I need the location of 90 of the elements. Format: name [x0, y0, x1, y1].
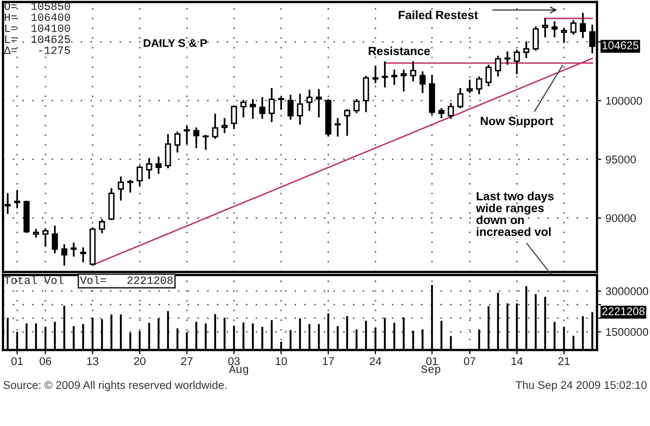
candlestick — [457, 88, 464, 108]
candlestick — [410, 61, 416, 82]
candlestick — [127, 180, 134, 193]
candlestick — [560, 28, 568, 43]
text: Thu Sep 24 2009 15:02:10 — [516, 380, 647, 392]
text: 2221208 — [602, 307, 645, 316]
candlestick — [344, 109, 350, 136]
candlestick — [222, 118, 228, 134]
x-tick-label: 24 — [370, 357, 382, 365]
text: 104625 — [602, 41, 638, 50]
annotation: L= 104625 — [5, 35, 70, 43]
candlestick — [448, 103, 454, 119]
x-tick-label: 13 — [87, 357, 98, 366]
candlestick — [118, 176, 124, 201]
candlestick — [486, 64, 492, 86]
candlestick — [42, 228, 48, 247]
annotation: L= 104100 — [5, 24, 70, 32]
candlestick — [552, 21, 558, 38]
x-tick-label: 06 — [40, 357, 52, 366]
x-tick-label: 07 — [464, 357, 476, 366]
candlestick — [156, 156, 162, 174]
annotation: H= 106400 — [4, 13, 70, 21]
candlestick — [288, 94, 294, 120]
y-tick-label: 100000 — [606, 96, 642, 105]
annotation: Now Support — [480, 116, 554, 128]
candlestick — [70, 242, 77, 257]
text: Sep — [421, 365, 440, 376]
candlestick — [230, 106, 238, 130]
candlestick — [514, 50, 520, 74]
candlestick — [278, 96, 284, 110]
y-tick-label: 90000 — [606, 214, 636, 222]
y-tick-label: 1500000 — [606, 328, 648, 336]
candlestick — [202, 134, 209, 150]
candlestick — [523, 41, 530, 58]
candlestick — [494, 56, 502, 76]
annotation: Last two days wide ranges down on increased vol — [476, 192, 554, 236]
annotation: Vol= 2221208 — [80, 276, 173, 284]
text: Aug — [229, 366, 248, 376]
candlestick — [334, 118, 341, 137]
candlestick — [372, 66, 378, 84]
candlestick — [193, 127, 200, 148]
x-tick-label: 20 — [134, 357, 146, 366]
x-tick-label: 21 — [558, 357, 570, 365]
x-tick-label: 01 — [426, 357, 438, 366]
candlestick — [146, 158, 152, 179]
text: DAILY S & P — [144, 39, 207, 47]
y-tick-label: 3000000 — [606, 287, 648, 296]
candlestick — [382, 61, 388, 88]
candlestick — [80, 247, 86, 262]
candlestick — [391, 70, 398, 85]
candlestick — [306, 90, 312, 111]
x-tick-label: 01 — [11, 357, 23, 366]
candlestick — [14, 190, 20, 208]
annotation: Δ= -1275 — [4, 46, 70, 54]
candlestick — [136, 166, 143, 187]
candlestick — [61, 244, 68, 266]
candlestick — [240, 100, 246, 118]
candlestick — [504, 51, 510, 65]
candlestick — [296, 94, 304, 125]
candlestick — [362, 76, 370, 112]
y-tick-label: 95000 — [606, 156, 636, 164]
candlestick — [259, 97, 266, 119]
annotation: Failed Restest — [398, 10, 478, 20]
candlestick — [420, 71, 426, 94]
x-tick-label: 03 — [228, 357, 240, 366]
candlestick — [532, 26, 539, 51]
source-note: Source: © 2009 All rights reserved worldwide. — [4, 380, 226, 392]
annotation: Total Vol — [4, 276, 64, 284]
x-tick-label: 27 — [181, 357, 192, 365]
candlestick — [542, 18, 548, 38]
candlestick — [98, 219, 106, 234]
candlestick — [268, 88, 275, 122]
annotation: Resistance — [368, 46, 430, 56]
x-tick-label: 17 — [322, 357, 334, 365]
candlestick — [52, 226, 58, 254]
candlestick — [400, 70, 407, 92]
candlestick — [250, 99, 256, 119]
candlestick — [476, 76, 482, 94]
candlestick — [570, 20, 576, 35]
candlestick — [212, 114, 218, 139]
annotation: O= 105850 — [4, 2, 70, 10]
candlestick — [184, 126, 190, 144]
candlestick — [164, 134, 172, 168]
x-tick-label: 10 — [276, 357, 287, 366]
candlestick — [174, 131, 180, 153]
candlestick — [354, 99, 360, 114]
candlestick — [316, 89, 322, 118]
candlestick — [580, 12, 586, 38]
x-tick-label: 14 — [512, 357, 523, 365]
candlestick — [466, 80, 473, 94]
